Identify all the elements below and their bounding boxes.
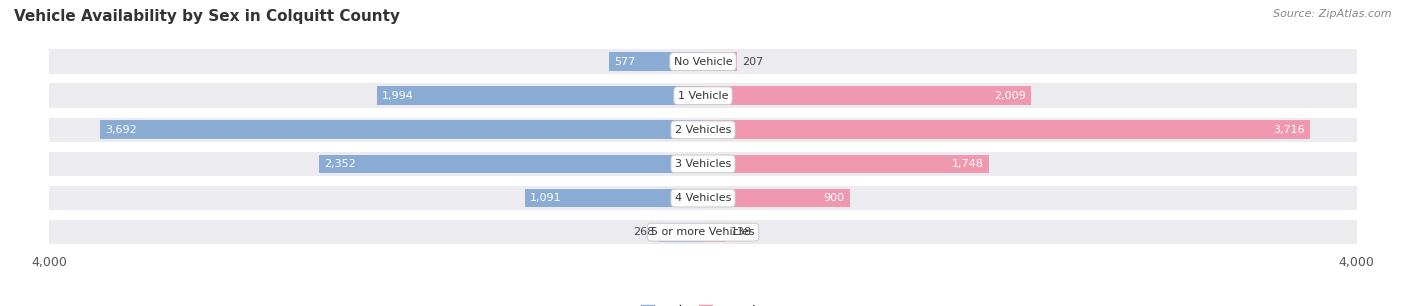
Text: 5 or more Vehicles: 5 or more Vehicles [651,227,755,237]
Legend: Male, Female: Male, Female [636,299,770,306]
Bar [609,52,703,71]
Text: Vehicle Availability by Sex in Colquitt County: Vehicle Availability by Sex in Colquitt … [14,9,401,24]
Text: 3,716: 3,716 [1274,125,1305,135]
Text: 138: 138 [731,227,752,237]
Text: 4 Vehicles: 4 Vehicles [675,193,731,203]
Text: 3 Vehicles: 3 Vehicles [675,159,731,169]
Text: 268: 268 [633,227,654,237]
Bar [659,223,703,241]
Bar [703,86,1032,105]
Text: 207: 207 [742,57,763,67]
Bar [703,121,1310,139]
Bar [703,52,737,71]
Bar [100,121,703,139]
Bar [49,186,1357,210]
Text: 3,692: 3,692 [105,125,136,135]
Text: 1,994: 1,994 [382,91,415,101]
Text: Source: ZipAtlas.com: Source: ZipAtlas.com [1274,9,1392,19]
Text: 2,009: 2,009 [994,91,1026,101]
Text: 1,091: 1,091 [530,193,561,203]
Text: 2,352: 2,352 [323,159,356,169]
Bar [49,49,1357,74]
Bar [49,118,1357,142]
Text: No Vehicle: No Vehicle [673,57,733,67]
Bar [703,155,988,173]
Bar [703,223,725,241]
Text: 1 Vehicle: 1 Vehicle [678,91,728,101]
Bar [49,152,1357,176]
Bar [703,189,851,207]
Bar [319,155,703,173]
Bar [49,220,1357,244]
Text: 2 Vehicles: 2 Vehicles [675,125,731,135]
Text: 1,748: 1,748 [952,159,983,169]
Text: 900: 900 [824,193,845,203]
Bar [49,84,1357,108]
Bar [524,189,703,207]
Bar [377,86,703,105]
Text: 577: 577 [614,57,636,67]
